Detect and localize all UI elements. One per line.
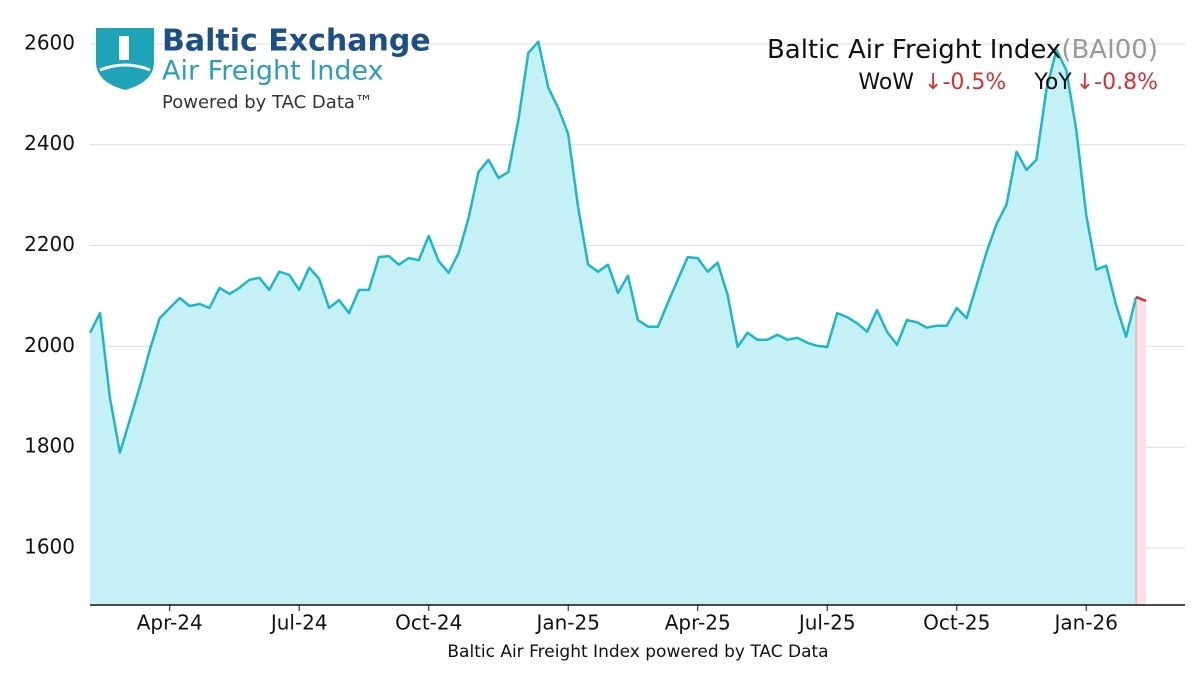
logo: Baltic Exchange Air Freight Index Powere… xyxy=(96,24,431,113)
data-layer xyxy=(88,40,1147,606)
last-area xyxy=(1136,296,1147,605)
logo-lighthouse xyxy=(119,36,129,60)
x-tick-label: Oct-24 xyxy=(395,611,462,635)
change-summary: WoW ↓-0.5% YoY ↓-0.8% xyxy=(858,70,1158,95)
wow-label: WoW xyxy=(858,70,914,95)
logo-wave xyxy=(99,63,151,72)
last-segment xyxy=(1135,295,1147,303)
x-tick-label: Jan-26 xyxy=(1052,611,1118,635)
logo-title: Baltic Exchange xyxy=(162,24,431,59)
x-tick-label: Jul-24 xyxy=(269,611,328,635)
y-tick-label: 2000 xyxy=(24,333,75,357)
x-tick-label: Oct-25 xyxy=(923,611,990,635)
area xyxy=(90,41,1137,606)
title-text: Baltic Air Freight Index xyxy=(767,35,1061,65)
x-tick-label: Apr-25 xyxy=(665,611,731,635)
y-tick-label: 1800 xyxy=(24,434,75,458)
wow-value: ↓-0.5% xyxy=(924,70,1006,95)
x-tick-label: Jan-25 xyxy=(534,611,600,635)
y-tick-label: 2600 xyxy=(24,30,75,54)
x-tick-label: Apr-24 xyxy=(137,611,203,635)
logo-powered: Powered by TAC Data™ xyxy=(162,92,373,113)
yoy-value: ↓-0.8% xyxy=(1076,70,1158,95)
x-tick-label: Jul-25 xyxy=(797,611,856,635)
y-tick-label: 1600 xyxy=(24,535,75,559)
x-axis-label: Baltic Air Freight Index powered by TAC … xyxy=(447,642,828,662)
line xyxy=(88,40,1138,454)
chart-title: Baltic Air Freight Index(BAI00) xyxy=(767,35,1158,65)
y-tick-label: 2400 xyxy=(24,131,75,155)
yoy-label: YoY xyxy=(1033,70,1072,95)
logo-subtitle: Air Freight Index xyxy=(162,56,384,87)
y-tick-label: 2200 xyxy=(24,232,75,256)
title-code: (BAI00) xyxy=(1061,35,1158,65)
